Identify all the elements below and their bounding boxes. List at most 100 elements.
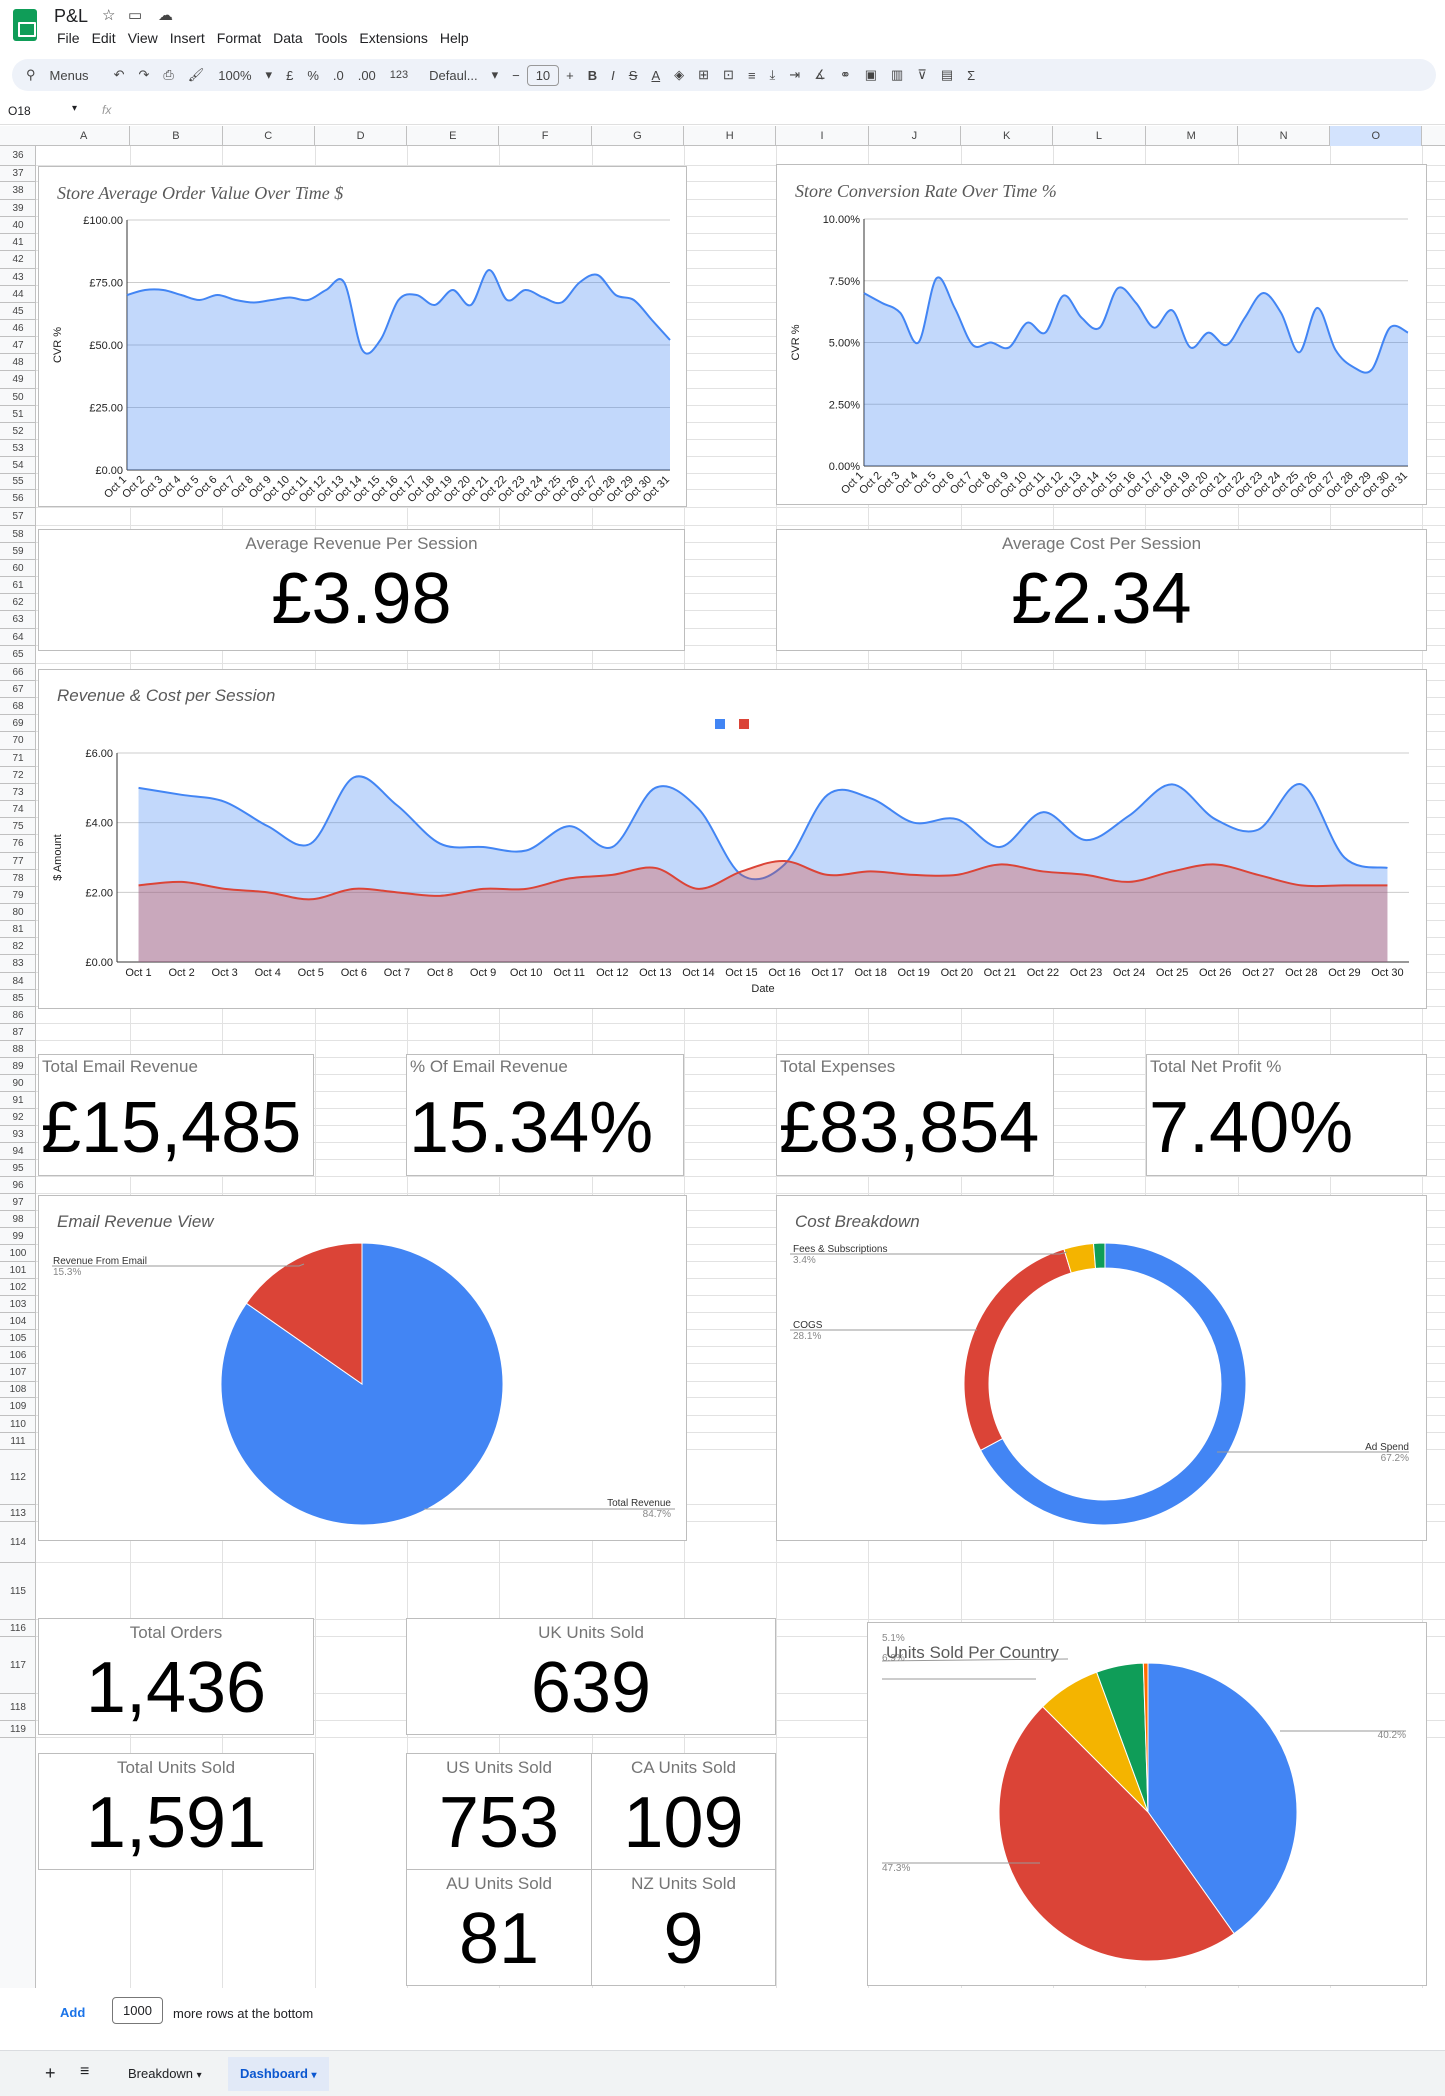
- arps-scorecard[interactable]: Average Revenue Per Session £3.98: [38, 529, 685, 651]
- row-header[interactable]: 99: [0, 1228, 36, 1245]
- filter-icon[interactable]: ⊽: [917, 67, 927, 82]
- revenue-cost-chart[interactable]: Revenue & Cost per Session £0.00 £2.00 £4.…: [38, 669, 1427, 1009]
- row-header[interactable]: 46: [0, 320, 36, 337]
- menu-edit[interactable]: Edit: [91, 30, 116, 46]
- row-header[interactable]: 109: [0, 1398, 36, 1416]
- uk-units-scorecard[interactable]: UK Units Sold 639: [406, 1618, 776, 1735]
- row-header[interactable]: 38: [0, 182, 36, 200]
- row-header[interactable]: 116: [0, 1620, 36, 1637]
- row-header[interactable]: 112: [0, 1450, 36, 1505]
- tab-breakdown[interactable]: Breakdown ▾: [116, 2057, 214, 2091]
- row-header[interactable]: 97: [0, 1194, 36, 1211]
- row-header[interactable]: 77: [0, 853, 36, 870]
- email-revenue-pie[interactable]: Email Revenue View Revenue From Email 15.…: [38, 1195, 687, 1541]
- row-header[interactable]: 101: [0, 1262, 36, 1279]
- row-header[interactable]: 40: [0, 217, 36, 234]
- fill-color-icon[interactable]: ◈: [674, 67, 685, 82]
- row-header[interactable]: 85: [0, 990, 36, 1007]
- currency-button[interactable]: £: [286, 67, 294, 83]
- row-header[interactable]: 103: [0, 1296, 36, 1313]
- row-header[interactable]: 73: [0, 784, 36, 801]
- row-header[interactable]: 36: [0, 146, 36, 166]
- row-header[interactable]: 61: [0, 577, 36, 594]
- row-header[interactable]: 95: [0, 1160, 36, 1177]
- row-header[interactable]: 106: [0, 1347, 36, 1364]
- row-header[interactable]: 114: [0, 1522, 36, 1563]
- row-header[interactable]: 76: [0, 835, 36, 853]
- row-header[interactable]: 48: [0, 354, 36, 371]
- row-header[interactable]: 41: [0, 234, 36, 251]
- orders-scorecard[interactable]: Total Orders 1,436: [38, 1618, 314, 1735]
- add-sheet-icon[interactable]: +: [45, 2063, 56, 2083]
- chevron-down-icon[interactable]: ▾: [72, 103, 78, 114]
- increase-decimal-button[interactable]: .00: [357, 67, 376, 83]
- row-header[interactable]: 75: [0, 818, 36, 835]
- zoom-select[interactable]: 100%: [218, 67, 252, 83]
- search-menus[interactable]: Menus: [49, 67, 89, 83]
- row-header[interactable]: 91: [0, 1092, 36, 1109]
- cvr-chart[interactable]: Store Conversion Rate Over Time % 0.00% 2…: [776, 164, 1427, 505]
- row-header[interactable]: 87: [0, 1024, 36, 1041]
- row-header[interactable]: 83: [0, 955, 36, 973]
- row-header[interactable]: 110: [0, 1416, 36, 1433]
- name-box[interactable]: O18: [8, 104, 31, 118]
- row-header[interactable]: 53: [0, 440, 36, 457]
- align-left-icon[interactable]: ≡: [747, 67, 756, 83]
- row-header[interactable]: 67: [0, 681, 36, 698]
- row-header[interactable]: 100: [0, 1245, 36, 1262]
- row-header[interactable]: 113: [0, 1505, 36, 1522]
- row-header[interactable]: 82: [0, 938, 36, 955]
- row-header[interactable]: 42: [0, 251, 36, 269]
- star-icon[interactable]: ☆: [102, 7, 116, 24]
- link-icon[interactable]: ⚭: [839, 67, 851, 82]
- font-size-increase-icon[interactable]: +: [566, 67, 574, 83]
- comment-icon[interactable]: ▣: [864, 67, 878, 82]
- print-icon[interactable]: ⎙: [163, 67, 174, 82]
- column-header[interactable]: H: [684, 126, 777, 146]
- expenses-scorecard[interactable]: Total Expenses £83,854: [776, 1054, 1054, 1176]
- row-header[interactable]: 88: [0, 1041, 36, 1058]
- row-header[interactable]: 118: [0, 1694, 36, 1721]
- row-header[interactable]: 84: [0, 973, 36, 990]
- column-header[interactable]: A: [38, 126, 131, 146]
- row-header[interactable]: 92: [0, 1109, 36, 1126]
- row-header[interactable]: 71: [0, 750, 36, 767]
- units-scorecard[interactable]: Total Units Sold 1,591: [38, 1753, 314, 1870]
- aov-chart[interactable]: Store Average Order Value Over Time $ £0…: [38, 166, 687, 507]
- row-header[interactable]: 93: [0, 1126, 36, 1143]
- row-header[interactable]: 102: [0, 1279, 36, 1296]
- row-header[interactable]: 60: [0, 560, 36, 577]
- row-header[interactable]: 78: [0, 870, 36, 887]
- font-select[interactable]: Defaul...: [429, 67, 478, 83]
- row-header[interactable]: 80: [0, 904, 36, 921]
- row-header[interactable]: 49: [0, 371, 36, 389]
- email-revenue-scorecard[interactable]: Total Email Revenue £15,485: [38, 1054, 314, 1176]
- menu-view[interactable]: View: [127, 30, 158, 46]
- row-header[interactable]: 64: [0, 629, 36, 646]
- row-header[interactable]: 107: [0, 1364, 36, 1382]
- row-header[interactable]: 51: [0, 406, 36, 423]
- cost-breakdown-donut[interactable]: Cost Breakdown Fees & Subscriptions 3.4% C…: [776, 1195, 1427, 1541]
- column-header[interactable]: D: [315, 126, 408, 146]
- row-header[interactable]: 111: [0, 1433, 36, 1450]
- more-formats-button[interactable]: 123: [389, 69, 409, 81]
- all-sheets-icon[interactable]: ≡: [80, 2063, 90, 2080]
- column-header[interactable]: F: [500, 126, 592, 146]
- rows-count-input[interactable]: 1000: [112, 1997, 163, 2024]
- row-header[interactable]: 94: [0, 1143, 36, 1160]
- bold-icon[interactable]: B: [587, 67, 598, 83]
- filter-views-icon[interactable]: ▤: [940, 67, 954, 82]
- row-header[interactable]: 47: [0, 337, 36, 354]
- column-header[interactable]: N: [1238, 126, 1331, 146]
- row-header[interactable]: 86: [0, 1007, 36, 1024]
- column-header[interactable]: K: [961, 126, 1054, 146]
- row-header[interactable]: 115: [0, 1563, 36, 1620]
- text-rotate-icon[interactable]: ∡: [814, 67, 826, 82]
- redo-icon[interactable]: ↷: [138, 67, 150, 82]
- tab-dashboard[interactable]: Dashboard ▾: [228, 2057, 329, 2091]
- row-header[interactable]: 55: [0, 474, 36, 490]
- document-title[interactable]: P&L: [54, 6, 89, 26]
- borders-icon[interactable]: ⊞: [698, 67, 710, 82]
- decrease-decimal-button[interactable]: .0: [332, 67, 344, 83]
- search-icon[interactable]: ⚲: [26, 67, 36, 82]
